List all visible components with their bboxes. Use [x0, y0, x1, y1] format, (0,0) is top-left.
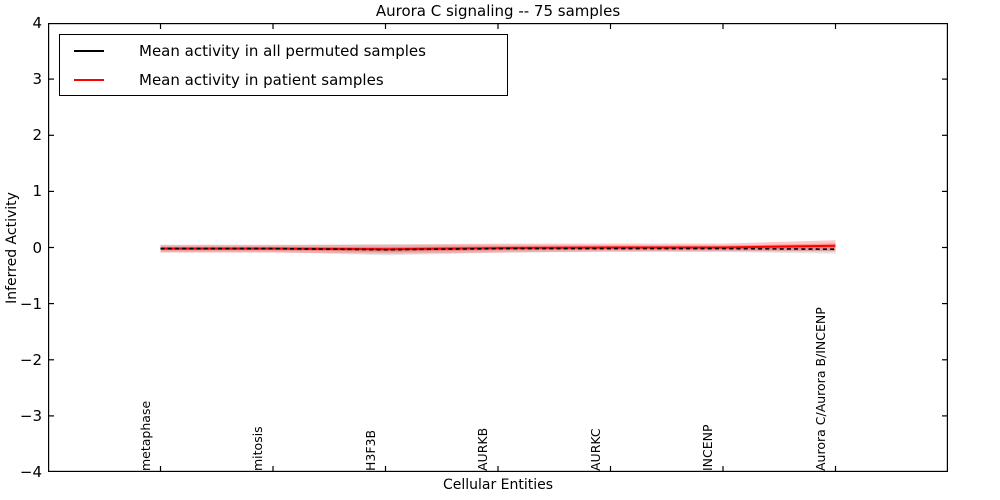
y-tick-label: −1 — [19, 294, 42, 313]
y-tick-label: 0 — [32, 238, 42, 257]
x-tick-label: INCENP — [700, 424, 715, 471]
legend-label-patient: Mean activity in patient samples — [139, 70, 384, 89]
patient-line-swatch-icon — [74, 78, 104, 81]
x-tick-label: AURKB — [475, 427, 490, 471]
legend-label-permuted: Mean activity in all permuted samples — [139, 41, 426, 60]
legend: Mean activity in all permuted samples Me… — [59, 34, 508, 96]
x-tick-label: mitosis — [250, 426, 265, 471]
y-tick-label: −4 — [19, 463, 42, 481]
permuted-line-swatch-icon — [74, 49, 104, 52]
plot-canvas — [48, 22, 948, 473]
y-tick-label: 3 — [32, 70, 42, 89]
x-tick-label: H3F3B — [362, 429, 378, 471]
x-tick-label: Aurora C/Aurora B/INCENP — [812, 307, 828, 471]
y-tick-label: −3 — [19, 406, 42, 425]
y-tick-label: 4 — [32, 14, 42, 32]
x-tick-label: metaphase — [137, 400, 153, 471]
legend-item-permuted: Mean activity in all permuted samples — [60, 39, 507, 63]
plot-area — [48, 22, 948, 473]
y-tick-label: −2 — [19, 350, 42, 369]
x-tick-label: AURKC — [587, 428, 603, 471]
chart-title: Aurora C signaling -- 75 samples — [375, 2, 621, 20]
y-tick-label: 2 — [32, 126, 42, 145]
x-axis-label: Cellular Entities — [442, 477, 554, 493]
legend-item-patient: Mean activity in patient samples — [60, 68, 507, 92]
y-tick-label: 1 — [32, 182, 42, 201]
